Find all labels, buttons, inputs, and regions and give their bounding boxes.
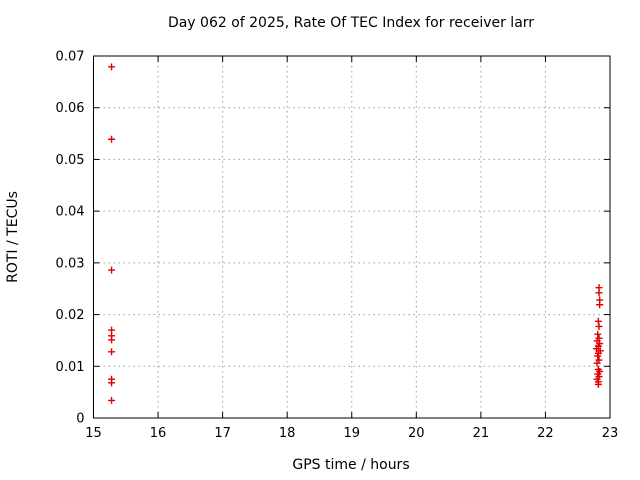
y-tick-label: 0.02 xyxy=(56,308,85,323)
tick-marks xyxy=(93,55,611,419)
x-tick-label: 19 xyxy=(343,426,360,441)
x-tick-label: 17 xyxy=(214,426,231,441)
y-tick-label: 0.07 xyxy=(56,50,85,65)
x-tick-label: 15 xyxy=(85,426,102,441)
plus-marker xyxy=(596,301,604,309)
y-tick-label: 0.03 xyxy=(56,256,85,271)
x-tick-label: 20 xyxy=(408,426,425,441)
plus-marker xyxy=(108,348,116,356)
plus-marker xyxy=(592,345,600,353)
plus-marker xyxy=(595,322,603,330)
plus-marker xyxy=(108,63,116,71)
y-tick-label: 0.05 xyxy=(56,153,85,168)
y-tick-label: 0 xyxy=(76,412,84,427)
plus-marker xyxy=(594,352,602,360)
y-tick-label: 0.01 xyxy=(56,360,85,375)
plus-marker xyxy=(594,380,602,388)
y-tick-labels: 0 0.01 0.02 0.03 0.04 0.05 0.06 0.07 xyxy=(56,50,85,427)
x-tick-label: 16 xyxy=(150,426,167,441)
x-tick-label: 23 xyxy=(602,426,619,441)
x-tick-labels: 15 16 17 18 19 20 21 22 23 xyxy=(85,426,618,441)
plus-marker xyxy=(108,379,116,387)
plus-marker xyxy=(593,359,601,367)
plus-marker xyxy=(595,289,603,297)
x-tick-label: 18 xyxy=(279,426,296,441)
plus-marker xyxy=(108,135,116,143)
plus-marker xyxy=(108,266,116,274)
x-tick-label: 21 xyxy=(473,426,490,441)
chart-title: Day 062 of 2025, Rate Of TEC Index for r… xyxy=(168,15,534,31)
y-axis-label: ROTI / TECUs xyxy=(5,191,21,283)
plus-marker xyxy=(108,396,116,404)
y-tick-label: 0.04 xyxy=(56,205,85,220)
data-points xyxy=(108,63,604,404)
plus-marker xyxy=(108,336,116,344)
plus-marker xyxy=(594,330,602,338)
x-axis-label: GPS time / hours xyxy=(292,457,409,473)
y-tick-label: 0.06 xyxy=(56,101,85,116)
x-tick-label: 22 xyxy=(537,426,554,441)
gridlines xyxy=(93,56,610,418)
